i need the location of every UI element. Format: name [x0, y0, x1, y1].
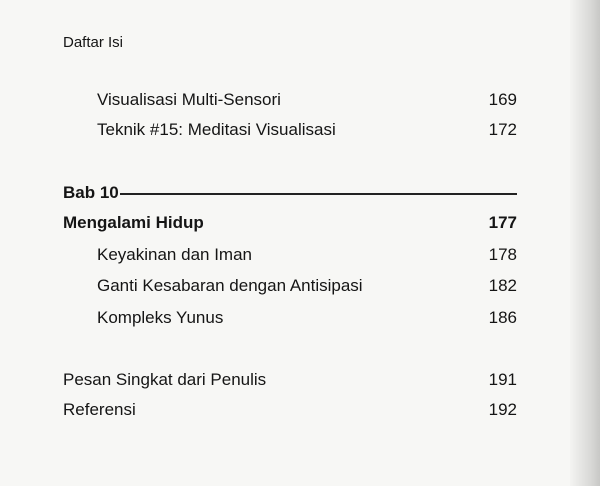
chapter-title: Mengalami Hidup	[63, 213, 204, 232]
toc-entry-page: 182	[488, 276, 517, 295]
toc-entry-title: Ganti Kesabaran dengan Antisipasi	[97, 276, 363, 295]
running-header: Daftar Isi	[63, 34, 124, 51]
toc-entry-title: Keyakinan dan Iman	[97, 245, 252, 264]
toc-entry-page: 172	[488, 120, 517, 139]
toc-entry-page: 178	[488, 245, 517, 264]
toc-entry-page: 186	[488, 308, 517, 327]
chapter-rule	[120, 193, 517, 195]
toc-entry-title: Kompleks Yunus	[97, 308, 224, 327]
chapter-label: Bab 10	[63, 183, 119, 202]
toc-entry-title: Referensi	[63, 400, 136, 419]
toc-entry-title: Pesan Singkat dari Penulis	[63, 370, 267, 389]
toc-entry-title: Visualisasi Multi-Sensori	[97, 90, 281, 109]
toc-entry-page: 192	[488, 400, 517, 419]
toc-entry-title: Teknik #15: Meditasi Visualisasi	[97, 120, 336, 139]
page-edge-shadow	[570, 0, 600, 486]
toc-entry: Ganti Kesabaran dengan Antisipasi 182	[63, 274, 517, 298]
toc-entry: Kompleks Yunus 186	[63, 306, 517, 330]
chapter-page: 177	[488, 213, 517, 232]
chapter-entry: Mengalami Hidup 177	[63, 211, 517, 235]
toc-entry: Referensi 192	[63, 398, 517, 422]
toc-entry: Visualisasi Multi-Sensori 169	[63, 88, 517, 112]
toc-entry: Pesan Singkat dari Penulis 191	[63, 368, 517, 392]
toc-entry: Keyakinan dan Iman 178	[63, 243, 517, 267]
toc-entry-page: 169	[488, 90, 517, 109]
toc-entry-page: 191	[488, 370, 517, 389]
toc-entry: Teknik #15: Meditasi Visualisasi 172	[63, 118, 517, 142]
